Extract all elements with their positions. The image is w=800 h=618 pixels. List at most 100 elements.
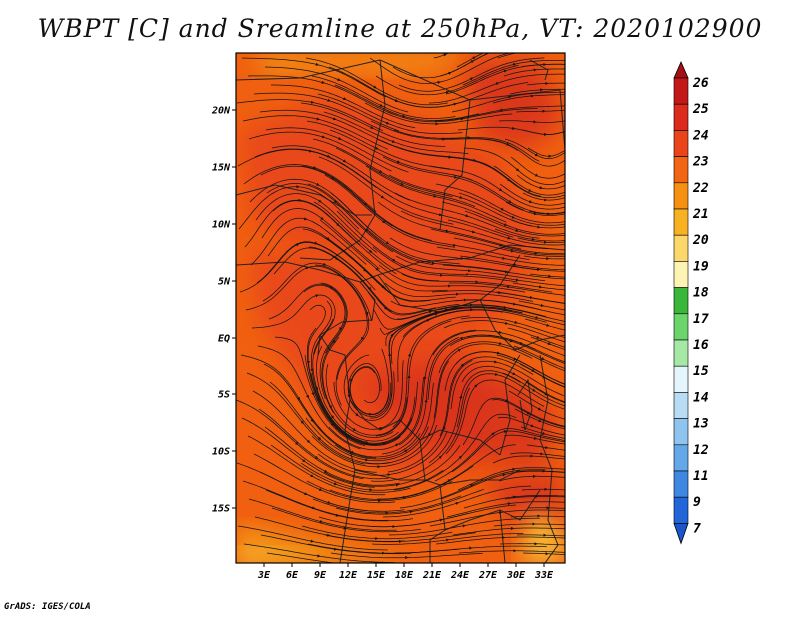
colorbar-label: 13 [693, 417, 709, 432]
colorbar-label: 15 [693, 364, 709, 379]
colorbar-bottom-arrow [673, 523, 689, 545]
colorbar-segment [673, 365, 689, 393]
streamline [452, 527, 565, 536]
streamline [499, 543, 565, 546]
streamline [437, 304, 565, 322]
streamline [498, 475, 565, 482]
lon-tick-label: 33E [534, 570, 554, 581]
streamline [509, 452, 565, 457]
colorbar-segment [673, 470, 689, 498]
colorbar-label: 12 [693, 443, 709, 458]
colorbar-segment [673, 130, 689, 157]
country-border [517, 378, 533, 431]
field-cool-region-se [520, 510, 565, 563]
colorbar-label: 21 [692, 207, 709, 222]
colorbar-segment [673, 156, 689, 184]
colorbar-segment [673, 234, 689, 262]
streamline [492, 94, 565, 104]
country-border [429, 529, 446, 563]
lon-tick-label: 15E [367, 570, 386, 581]
lon-tick-label: 6E [286, 570, 299, 581]
streamline [459, 255, 565, 271]
lon-tick-label: 30E [506, 570, 526, 581]
colorbar-label: 18 [693, 286, 709, 301]
streamline [517, 237, 565, 243]
streamline [515, 109, 565, 113]
wbpt-shaded-field [236, 53, 565, 563]
streamline [500, 246, 565, 256]
colorbar-label: 23 [692, 155, 709, 170]
lat-tick-label: 10N [212, 220, 231, 231]
streamline [454, 299, 565, 316]
country-border [469, 89, 565, 151]
latitude-axis: 20N 15N 10N 5N EQ 5S 10S 15S [211, 106, 236, 515]
colorbar-label: 22 [692, 181, 709, 196]
colorbar-segment [673, 261, 689, 288]
streamline [493, 523, 565, 527]
streamline [527, 147, 565, 157]
colorbar-label: 14 [693, 390, 709, 405]
streamline [506, 264, 565, 272]
grads-credit: GrADS: IGES/COLA [4, 602, 91, 612]
map-title: WBPT [C] and Sreamline at 250hPa, VT: 20… [37, 14, 763, 43]
country-border [479, 299, 565, 351]
colorbar-segment [673, 313, 689, 341]
lat-tick-label: 5N [218, 277, 231, 288]
streamline [446, 501, 565, 518]
streamline [436, 246, 565, 266]
field-warm-region [480, 470, 565, 530]
lon-tick-label: 18E [395, 570, 414, 581]
colorbar-label: 9 [693, 495, 701, 510]
country-border [354, 469, 425, 481]
country-border [539, 354, 559, 563]
colorbar-segment [673, 182, 689, 210]
streamline [498, 120, 565, 123]
colorbar-label: 11 [693, 469, 709, 484]
lon-tick-label: 24E [450, 570, 470, 581]
lat-tick-label: 15N [212, 163, 231, 174]
streamline [509, 88, 565, 95]
streamline [522, 552, 565, 555]
field-cool-region-sw [236, 525, 420, 563]
streamline [435, 536, 565, 545]
colorbar-top-arrow [673, 61, 689, 79]
colorbar-segment [673, 208, 689, 236]
colorbar-segment [673, 418, 689, 446]
colorbar-segment [673, 444, 689, 472]
streamline [438, 341, 565, 374]
streamline [266, 552, 338, 563]
colorbar-label: 17 [693, 312, 709, 327]
streamline [460, 317, 565, 338]
lat-tick-label: 5S [218, 390, 230, 401]
colorbar-segment [673, 339, 689, 367]
streamline [432, 330, 565, 357]
colorbar-label: 20 [692, 233, 709, 248]
streamline [501, 309, 565, 326]
country-border [419, 439, 521, 486]
colorbar-segment [673, 287, 689, 315]
streamline [430, 228, 565, 254]
lat-tick-label: 15S [212, 504, 230, 515]
streamline [494, 228, 565, 242]
map-frame [235, 52, 566, 564]
colorbar-label: 16 [693, 338, 709, 353]
lat-tick-label: 20N [211, 106, 231, 117]
colorbar-label: 26 [692, 76, 709, 91]
streamline [458, 550, 565, 554]
lon-tick-label: 9E [314, 570, 327, 581]
longitude-axis: 3E 6E 9E 12E 15E 18E 21E 24E 27E 30E 33E [257, 563, 554, 581]
streamline [516, 534, 565, 537]
colorbar-label: 25 [692, 102, 709, 117]
streamline [451, 430, 565, 473]
lon-tick-label: 21E [422, 570, 442, 581]
streamline [492, 455, 565, 464]
field-warm-region [240, 95, 540, 340]
lat-tick-label: 10S [212, 447, 230, 458]
colorbar-segment [673, 392, 689, 419]
lon-tick-label: 27E [478, 570, 498, 581]
streamline [442, 264, 565, 280]
colorbar: 26 25 24 23 22 21 20 19 18 17 16 15 14 13 12 11 9 7 [673, 61, 709, 545]
colorbar-label: 19 [693, 259, 709, 274]
colorbar-segment [673, 77, 689, 105]
